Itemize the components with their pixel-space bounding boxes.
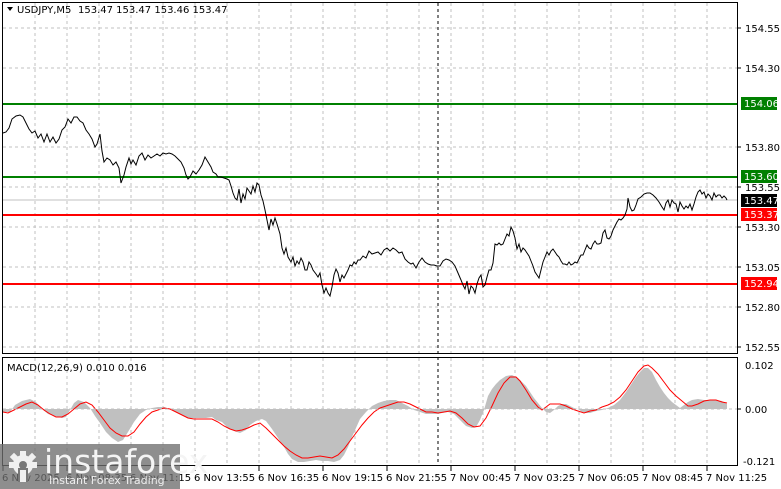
price-tick: 153.80 bbox=[745, 143, 780, 154]
level-tag-152-94 bbox=[741, 277, 777, 290]
brand-tagline: Instant Forex Trading bbox=[49, 474, 165, 487]
brand-name: instaforex bbox=[44, 442, 209, 481]
current-price-text: 153.47 bbox=[744, 196, 779, 207]
time-tick: 6 Nov 16:35 bbox=[258, 473, 319, 484]
level-tag-154-06 bbox=[741, 97, 777, 110]
level-tag-text: 153.37 bbox=[744, 210, 779, 221]
time-tick: 6 Nov 19:15 bbox=[322, 473, 383, 484]
macd-tick: 0.102 bbox=[745, 361, 774, 372]
price-tick: 153.05 bbox=[745, 263, 780, 274]
level-tag-153-60 bbox=[741, 170, 777, 183]
instaforex-watermark: instaforex Instant Forex Trading bbox=[0, 442, 208, 489]
price-line bbox=[2, 114, 728, 298]
time-tick: 7 Nov 00:45 bbox=[450, 473, 511, 484]
price-axis-ticks bbox=[737, 27, 741, 410]
time-tick: 6 Nov 13:55 bbox=[194, 473, 255, 484]
time-tick: 7 Nov 11:25 bbox=[706, 473, 767, 484]
price-tick: 153.55 bbox=[745, 183, 780, 194]
time-tick: 7 Nov 08:45 bbox=[642, 473, 703, 484]
time-tick: 7 Nov 06:05 bbox=[578, 473, 639, 484]
price-tick: 153.30 bbox=[745, 223, 780, 234]
macd-histogram bbox=[3, 368, 727, 462]
macd-signal-line bbox=[2, 364, 728, 459]
level-tag-153-37 bbox=[741, 208, 777, 221]
level-tag-text: 153.60 bbox=[744, 172, 779, 183]
price-tick: 152.80 bbox=[745, 303, 780, 314]
ohlc-values: 153.47 153.47 153.46 153.47 bbox=[78, 5, 228, 16]
symbol-label: USDJPY,M5 bbox=[17, 5, 71, 16]
macd-tick: -0.121 bbox=[743, 457, 775, 468]
collapse-triangle-icon[interactable] bbox=[7, 7, 13, 11]
gear-logo-icon bbox=[9, 451, 37, 482]
macd-panel-frame bbox=[2, 357, 738, 466]
time-tick: 7 Nov 03:25 bbox=[514, 473, 575, 484]
price-axis: 154.55 154.30 153.80 153.55 153.30 153.0… bbox=[745, 24, 780, 354]
macd-label: MACD(12,26,9) 0.010 0.016 bbox=[7, 363, 147, 374]
current-price-tag bbox=[741, 194, 777, 207]
level-tag-text: 152.94 bbox=[744, 279, 779, 290]
macd-tick: 0.00 bbox=[745, 405, 767, 416]
price-tick: 154.30 bbox=[745, 64, 780, 75]
price-tick: 152.55 bbox=[745, 343, 780, 354]
price-tick: 154.55 bbox=[745, 24, 780, 35]
time-tick: 6 Nov 21:55 bbox=[386, 473, 447, 484]
level-tag-text: 154.06 bbox=[744, 99, 779, 110]
